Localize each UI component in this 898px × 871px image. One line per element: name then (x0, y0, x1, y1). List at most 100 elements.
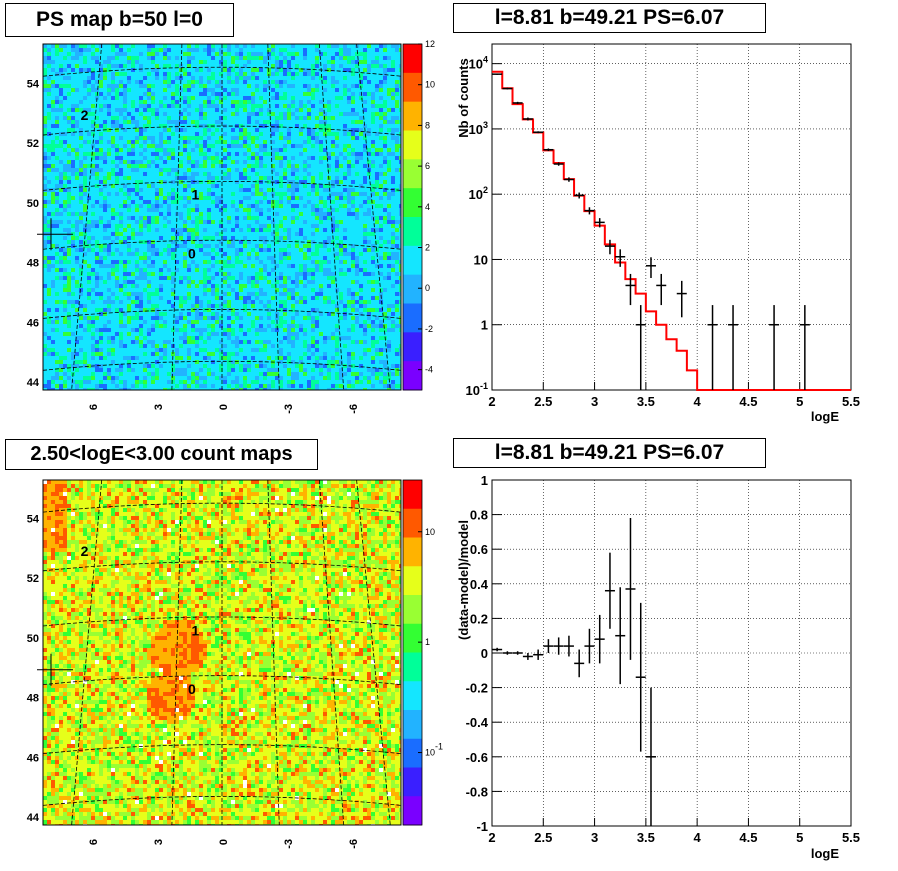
map-pixel (135, 200, 139, 204)
map-pixel (175, 264, 179, 268)
map-pixel (183, 192, 187, 196)
map-pixel (351, 156, 355, 160)
map-pixel (351, 228, 355, 232)
map-pixel (171, 72, 175, 76)
map-pixel (175, 76, 179, 80)
map-pixel (135, 96, 139, 100)
map-pixel (155, 64, 159, 68)
map-pixel (191, 240, 195, 244)
map-pixel (311, 156, 315, 160)
map-pixel (47, 216, 51, 220)
map-pixel (399, 148, 401, 152)
map-pixel (307, 120, 311, 124)
map-pixel (307, 212, 311, 216)
map-pixel (175, 112, 179, 116)
map-pixel (223, 232, 227, 236)
map-pixel (51, 240, 55, 244)
map-pixel (91, 252, 95, 256)
map-pixel (279, 248, 283, 252)
map-pixel (195, 112, 199, 116)
map-pixel (343, 92, 347, 96)
map-pixel (131, 240, 135, 244)
map-pixel (283, 112, 287, 116)
map-pixel (215, 264, 219, 268)
map-pixel (291, 68, 295, 72)
map-pixel (311, 204, 315, 208)
map-pixel (347, 48, 351, 52)
map-pixel (399, 104, 401, 108)
map-pixel (235, 100, 239, 104)
map-pixel (203, 108, 207, 112)
map-pixel (195, 76, 199, 80)
map-pixel (367, 180, 371, 184)
map-pixel (175, 72, 179, 76)
map-pixel (143, 68, 147, 72)
map-pixel (371, 104, 375, 108)
map-pixel (215, 236, 219, 240)
map-pixel (183, 132, 187, 136)
map-pixel (183, 204, 187, 208)
map-pixel (375, 240, 379, 244)
map-pixel (367, 96, 371, 100)
map-pixel (179, 204, 183, 208)
map-pixel (83, 144, 87, 148)
map-pixel (79, 252, 83, 256)
map-pixel (351, 108, 355, 112)
map-pixel (255, 132, 259, 136)
map-pixel (187, 140, 191, 144)
map-pixel (331, 168, 335, 172)
map-pixel (135, 44, 139, 48)
map-pixel (391, 196, 395, 200)
map-pixel (291, 64, 295, 68)
map-pixel (399, 216, 401, 220)
map-pixel (43, 64, 47, 68)
map-pixel (295, 132, 299, 136)
map-pixel (83, 204, 87, 208)
map-pixel (275, 168, 279, 172)
map-pixel (399, 44, 401, 48)
map-pixel (331, 244, 335, 248)
map-pixel (315, 68, 319, 72)
map-pixel (147, 168, 151, 172)
map-pixel (235, 116, 239, 120)
map-pixel (115, 228, 119, 232)
map-pixel (251, 152, 255, 156)
map-pixel (55, 240, 59, 244)
map-pixel (171, 128, 175, 132)
map-pixel (267, 52, 271, 56)
map-pixel (151, 224, 155, 228)
map-pixel (79, 96, 83, 100)
map-pixel (163, 48, 167, 52)
map-pixel (267, 232, 271, 236)
map-pixel (147, 88, 151, 92)
map-pixel (83, 48, 87, 52)
map-pixel (347, 160, 351, 164)
map-pixel (195, 88, 199, 92)
map-pixel (191, 196, 195, 200)
map-pixel (347, 140, 351, 144)
map-pixel (231, 252, 235, 256)
map-pixel (55, 156, 59, 160)
map-pixel (271, 60, 275, 64)
map-pixel (211, 248, 215, 252)
map-pixel (255, 168, 259, 172)
map-pixel (383, 88, 387, 92)
map-pixel (399, 132, 401, 136)
map-pixel (239, 192, 243, 196)
map-pixel (307, 108, 311, 112)
map-pixel (123, 140, 127, 144)
map-pixel (203, 204, 207, 208)
map-pixel (43, 212, 47, 216)
map-pixel (143, 60, 147, 64)
map-pixel (243, 224, 247, 228)
map-pixel (307, 252, 311, 256)
map-pixel (343, 212, 347, 216)
map-pixel (203, 260, 207, 264)
map-pixel (163, 244, 167, 248)
map-pixel (239, 96, 243, 100)
map-pixel (259, 96, 263, 100)
map-pixel (179, 260, 183, 264)
map-pixel (287, 188, 291, 192)
map-pixel (155, 192, 159, 196)
map-pixel (303, 216, 307, 220)
